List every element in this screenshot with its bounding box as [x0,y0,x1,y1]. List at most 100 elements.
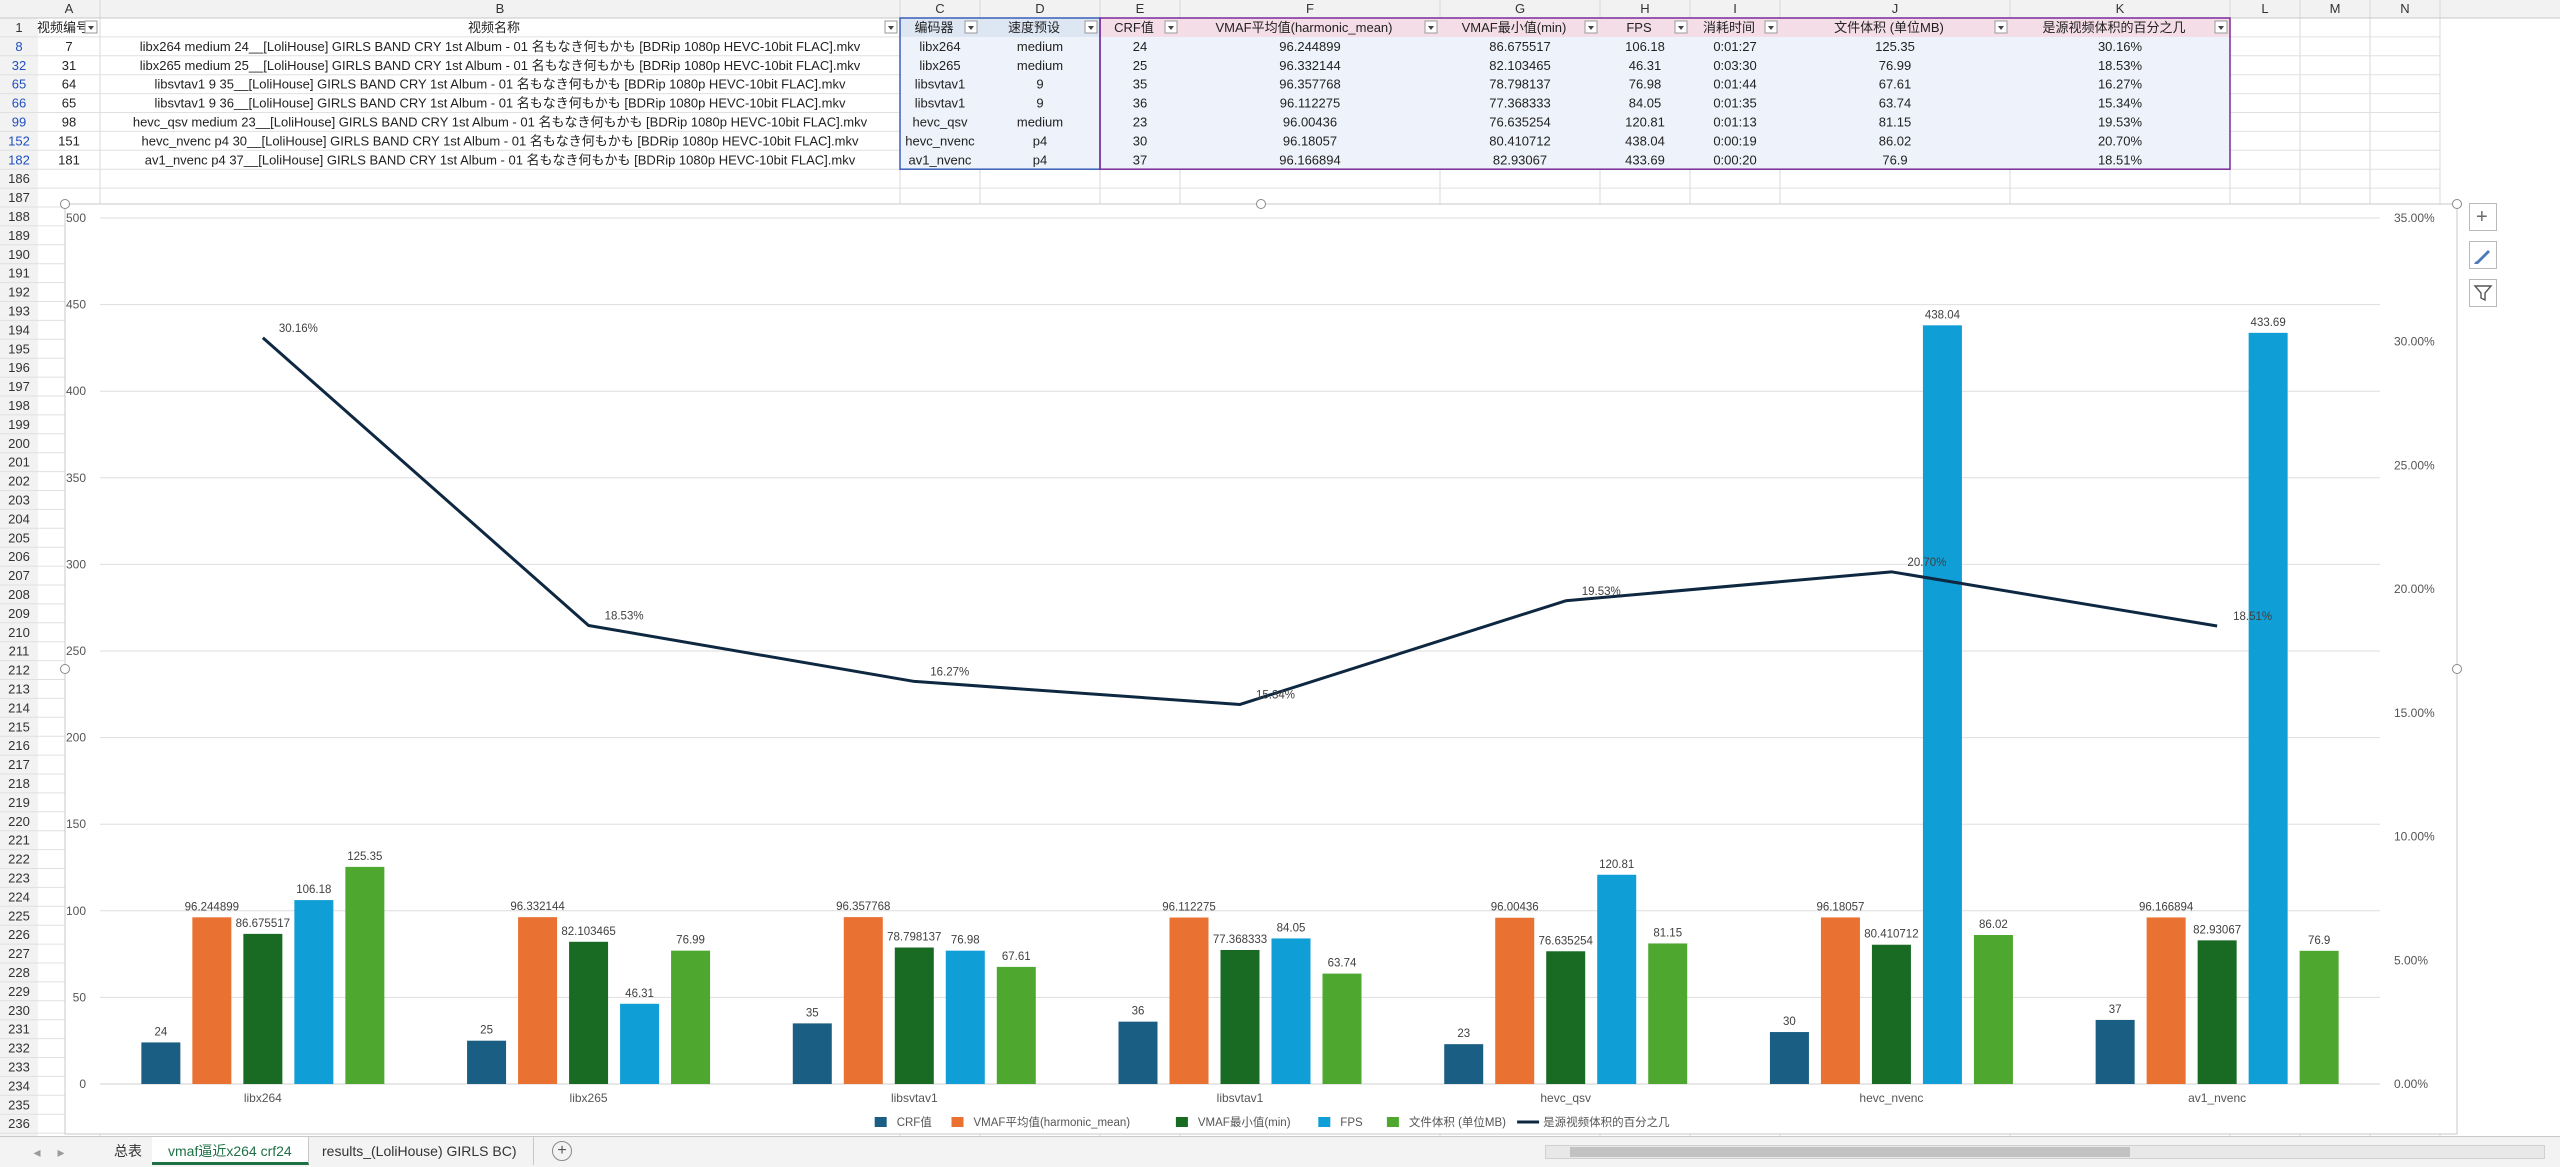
row-header[interactable]: 235 [8,1097,30,1112]
table-cell[interactable]: 96.357768 [1279,77,1340,92]
row-header[interactable]: 197 [8,379,30,394]
chart-styles-button[interactable] [2469,241,2497,269]
header-cell[interactable]: 视频名称 [468,20,520,35]
table-cell[interactable]: 76.98 [1629,77,1662,92]
row-header[interactable]: 194 [8,322,30,337]
chart-bar[interactable] [1973,935,2013,1084]
table-cell[interactable]: 96.00436 [1283,115,1337,130]
table-cell[interactable]: 37 [1133,152,1147,167]
legend-label[interactable]: 文件体积 (单位MB) [1409,1115,1506,1129]
table-cell[interactable]: 76.99 [1879,58,1912,73]
sheet-tab-results[interactable]: results_(LoliHouse) GIRLS BC) [306,1137,534,1165]
header-cell[interactable]: 文件体积 (单位MB) [1834,20,1944,35]
row-header[interactable]: 1 [15,20,22,35]
row-header[interactable]: 211 [9,644,30,659]
chart-bar[interactable] [1220,949,1260,1084]
row-header[interactable]: 8 [15,39,22,54]
chart-bar[interactable] [345,866,385,1084]
chart-bar[interactable] [294,900,334,1084]
header-cell[interactable]: FPS [1626,20,1652,35]
header-cell[interactable]: CRF值 [1114,20,1154,35]
add-sheet-button[interactable]: + [552,1141,572,1161]
column-header-l[interactable]: L [2261,1,2268,16]
table-cell[interactable]: libsvtav1 [915,96,966,111]
chart-resize-handle[interactable] [60,199,70,209]
column-header-g[interactable]: G [1515,1,1525,16]
chart-elements-button[interactable]: + [2469,203,2497,231]
table-cell[interactable]: libsvtav1 9 35__[LoliHouse] GIRLS BAND C… [155,77,846,92]
row-header[interactable]: 226 [8,927,30,942]
table-cell[interactable]: 63.74 [1879,96,1912,111]
chart-bar[interactable] [1322,973,1362,1084]
table-cell[interactable]: 16.27% [2098,77,2143,92]
row-header[interactable]: 182 [8,152,30,167]
table-cell[interactable]: 0:00:20 [1713,152,1756,167]
table-cell[interactable]: 76.635254 [1489,115,1550,130]
chart-bar[interactable] [1871,944,1911,1084]
sheet-and-chart-canvas[interactable]: A B C D E F G H I J K L M N18326566991521821861871881… [0,0,2560,1136]
chart-bar[interactable] [1271,938,1311,1084]
table-cell[interactable]: 96.18057 [1283,133,1337,148]
chart-bar[interactable] [996,966,1036,1084]
legend-label[interactable]: CRF值 [897,1116,933,1129]
line-point[interactable] [586,623,592,629]
horizontal-scrollbar-thumb[interactable] [1570,1147,2130,1157]
table-cell[interactable]: hevc_qsv medium 23__[LoliHouse] GIRLS BA… [133,115,868,130]
row-header[interactable]: 232 [8,1041,30,1056]
chart-bar[interactable] [1444,1044,1484,1084]
table-cell[interactable]: 9 [1036,96,1043,111]
column-header-k[interactable]: K [2116,1,2125,16]
table-cell[interactable]: 120.81 [1625,115,1665,130]
table-cell[interactable]: 7 [65,39,72,54]
table-cell[interactable]: libx265 [919,58,960,73]
table-cell[interactable]: 20.70% [2098,133,2143,148]
chart-bar[interactable] [2248,332,2288,1085]
row-header[interactable]: 152 [8,133,30,148]
chart-resize-handle[interactable] [2452,664,2462,674]
chart-bar[interactable] [620,1003,660,1084]
row-header[interactable]: 188 [8,209,30,224]
row-header[interactable]: 201 [8,455,30,470]
legend-label[interactable]: VMAF平均值(harmonic_mean) [974,1116,1131,1129]
table-cell[interactable]: 30 [1133,133,1147,148]
table-cell[interactable]: 30.16% [2098,39,2143,54]
table-cell[interactable]: 96.244899 [1279,39,1340,54]
table-cell[interactable]: 151 [58,133,80,148]
column-header-b[interactable]: B [496,1,505,16]
table-cell[interactable]: 81.15 [1879,115,1912,130]
table-cell[interactable]: 86.02 [1879,133,1912,148]
scroll-tabs-left-icon[interactable]: ◂ [33,1144,41,1160]
chart-area[interactable] [64,203,2458,1135]
chart-resize-handle[interactable] [2452,199,2462,209]
column-header-j[interactable]: J [1892,1,1899,16]
chart-bar[interactable] [2197,940,2237,1084]
row-header[interactable]: 217 [8,757,30,772]
row-header[interactable]: 192 [8,285,30,300]
table-cell[interactable]: 76.9 [1882,152,1907,167]
row-header[interactable]: 99 [12,115,26,130]
row-header[interactable]: 200 [8,436,30,451]
line-point[interactable] [260,335,266,341]
table-cell[interactable]: 96.112275 [1280,96,1341,111]
row-header[interactable]: 219 [8,795,30,810]
table-cell[interactable]: medium [1017,58,1063,73]
table-cell[interactable]: 64 [62,77,76,92]
table-cell[interactable]: 82.93067 [1493,152,1547,167]
table-cell[interactable]: 25 [1133,58,1147,73]
row-header[interactable]: 230 [8,1003,30,1018]
row-header[interactable]: 198 [8,398,30,413]
row-header[interactable]: 227 [8,946,30,961]
table-cell[interactable]: 65 [62,96,76,111]
row-header[interactable]: 205 [8,530,30,545]
chart-resize-handle[interactable] [60,664,70,674]
row-header[interactable]: 214 [8,700,30,715]
row-header[interactable]: 218 [8,776,30,791]
chart-bar[interactable] [792,1023,832,1084]
percentage-line-series[interactable] [261,336,2218,706]
row-header[interactable]: 208 [8,587,30,602]
row-header[interactable]: 216 [8,738,30,753]
table-cell[interactable]: 0:01:27 [1713,39,1756,54]
chart-filters-button[interactable] [2469,279,2497,307]
chart-bar[interactable] [945,950,985,1084]
row-header[interactable]: 186 [8,171,30,186]
